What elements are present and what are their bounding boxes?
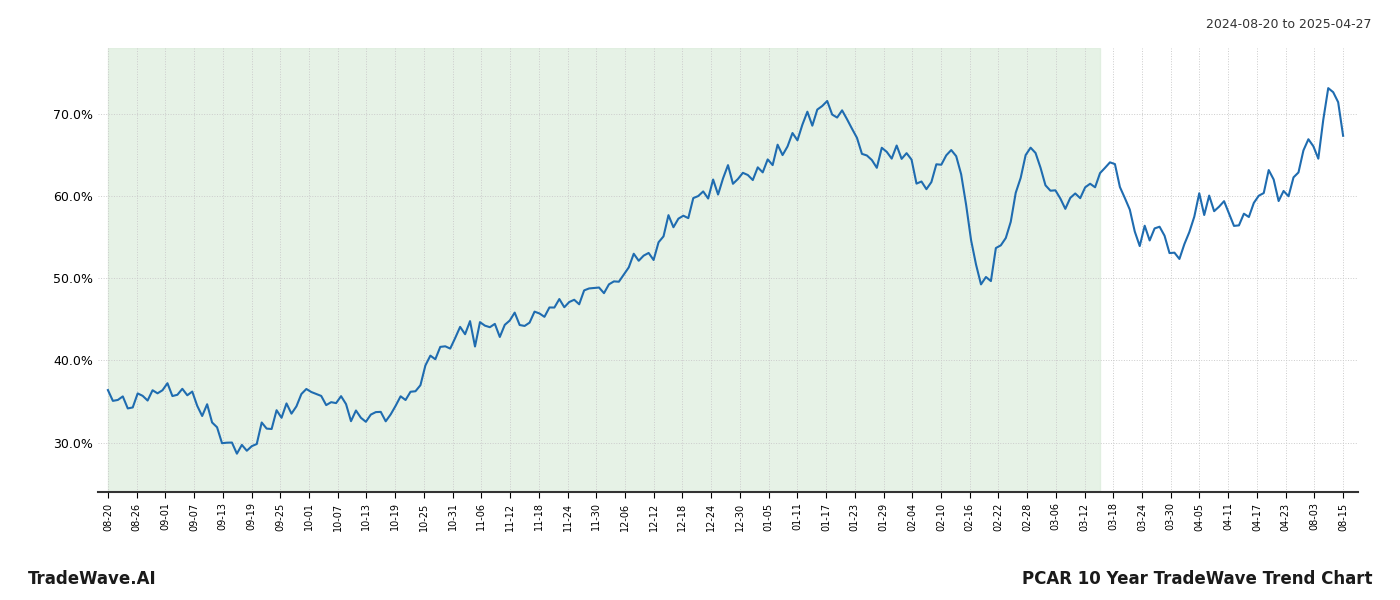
Text: TradeWave.AI: TradeWave.AI xyxy=(28,570,157,588)
Text: 2024-08-20 to 2025-04-27: 2024-08-20 to 2025-04-27 xyxy=(1207,18,1372,31)
Text: PCAR 10 Year TradeWave Trend Chart: PCAR 10 Year TradeWave Trend Chart xyxy=(1022,570,1372,588)
Bar xyxy=(108,48,1100,492)
